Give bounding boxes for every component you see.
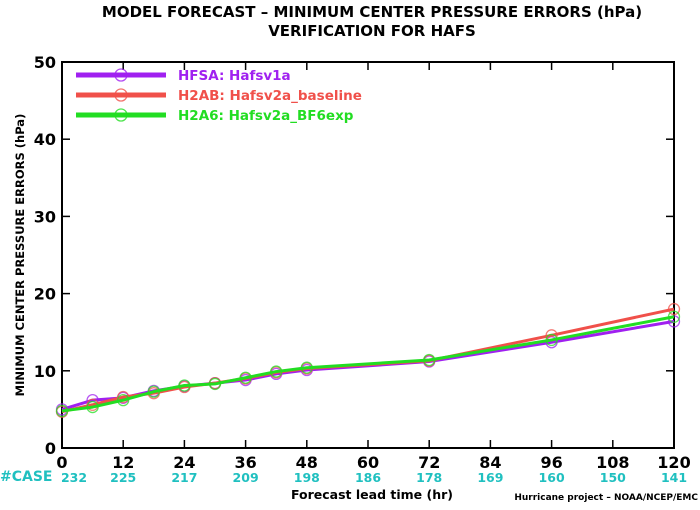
case-count: 150 [600,470,626,485]
y-tick-label: 30 [34,207,56,226]
x-tick-label: 120 [657,453,690,472]
case-count: 178 [416,470,442,485]
y-tick-label: 0 [45,439,56,458]
data-point [545,333,558,347]
x-tick-label: 60 [357,453,379,472]
data-point [55,404,69,418]
legend-label: H2A6: Hafsv2a_BF6exp [178,108,354,124]
data-point [270,365,283,378]
x-tick-label: 48 [296,453,318,472]
chart-subtitle: VERIFICATION FOR HAFS [268,22,476,40]
case-count: 186 [355,470,381,485]
legend-marker [114,88,128,102]
legend-marker [114,108,128,122]
x-tick-label: 96 [540,453,562,472]
credit-text: Hurricane project – NOAA/NCEP/EMC [514,493,698,503]
x-tick-label: 36 [234,453,256,472]
case-count: 225 [110,470,136,485]
y-tick-label: 40 [34,130,56,149]
case-count: 198 [294,470,320,485]
data-point [86,400,99,414]
case-count: 141 [661,470,687,485]
data-point [117,393,130,407]
data-point [667,302,681,316]
case-count: 217 [171,470,197,485]
x-tick-label: 108 [596,453,629,472]
legend-label: H2AB: Hafsv2a_baseline [178,88,362,104]
legend-label: HFSA: Hafsv1a [178,68,291,84]
legend-marker [114,68,128,82]
x-tick-label: 0 [56,453,67,472]
plot-area: 0 10 20 30 40 50 0 12 24 36 48 60 72 84 96 108 120 232 225… [34,53,691,485]
x-tick-label: 24 [173,453,195,472]
y-tick-label: 50 [34,53,56,72]
x-tick-label: 72 [418,453,440,472]
case-label: #CASE [0,469,53,485]
data-point [667,310,681,323]
data-point [667,315,681,328]
x-axis-label: Forecast lead time (hr) [291,487,453,502]
case-count: 232 [61,470,87,485]
data-point [239,371,252,384]
case-count: 209 [233,470,259,485]
y-tick-label: 10 [34,362,56,381]
y-tick-label: 20 [34,285,56,304]
data-point [117,390,130,404]
case-count: 169 [477,470,503,485]
x-tick-label: 12 [112,453,134,472]
data-point [300,361,313,374]
y-axis-label: MINIMUM CENTER PRESSURE ERRORS (hPa) [13,114,27,397]
data-point [423,353,436,367]
case-count: 160 [539,470,565,485]
data-point [178,379,191,392]
chart-title: MODEL FORECAST – MINIMUM CENTER PRESSURE… [102,3,642,21]
x-tick-label: 84 [479,453,501,472]
data-point [208,377,222,391]
data-point [147,385,160,398]
